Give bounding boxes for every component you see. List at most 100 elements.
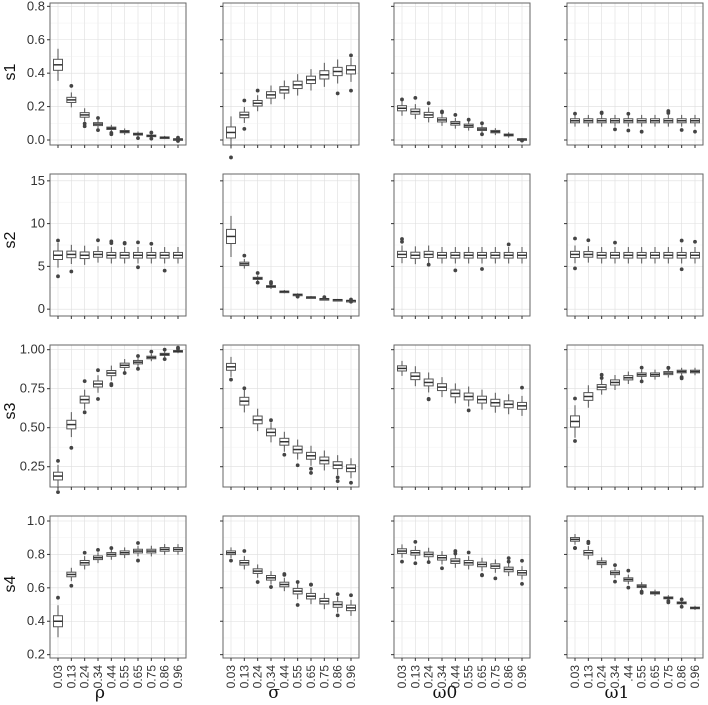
outlier-point (639, 379, 644, 384)
outlier-point (666, 365, 671, 370)
box (623, 247, 634, 264)
box (397, 237, 407, 264)
box (610, 374, 620, 390)
box (66, 567, 77, 588)
outlier-point (335, 479, 340, 483)
outlier-point (255, 580, 260, 584)
y-tick-label: 1.00 (20, 342, 45, 357)
outlier-point (96, 128, 100, 133)
box (450, 549, 461, 568)
outlier-point (242, 98, 247, 103)
x-tick-label: 0.24 (595, 665, 609, 689)
box (596, 247, 607, 264)
x-tick-label: 0.44 (277, 665, 291, 689)
x-tick-label: 0.03 (224, 665, 238, 689)
box (266, 571, 276, 589)
box (106, 124, 117, 137)
outlier-point (413, 539, 418, 544)
outlier-point (679, 238, 684, 243)
outlier-point (520, 138, 524, 143)
panel-background (394, 3, 530, 145)
outlier-point (82, 550, 87, 555)
outlier-point (626, 568, 631, 573)
panel (564, 344, 704, 490)
box (450, 247, 461, 273)
box (676, 367, 687, 381)
box (106, 365, 117, 388)
box (173, 345, 183, 354)
column-label: ω1 (605, 683, 630, 703)
box (66, 412, 77, 450)
box (159, 247, 170, 273)
panel: 0.0 0.2 0.4 0.6 0.8 (27, 0, 187, 148)
box (146, 241, 157, 264)
box (239, 386, 250, 413)
outlier-point (282, 572, 287, 576)
box (463, 550, 474, 570)
panel (391, 2, 531, 148)
x-tick-label: 0.65 (304, 665, 318, 689)
x-tick-label: 0.24 (422, 665, 436, 689)
outlier-point (242, 126, 247, 131)
x-tick-label: .44 (621, 665, 635, 682)
box (252, 271, 263, 285)
y-tick-label: 0.25 (20, 459, 45, 474)
x-tick-label: 0.75 (144, 665, 158, 689)
outlier-point (69, 583, 74, 588)
outlier-point (335, 613, 340, 618)
panel-border (222, 344, 360, 488)
panel-border (393, 344, 531, 488)
y-tick-label: 0.8 (27, 546, 45, 561)
box (477, 247, 487, 271)
box (159, 544, 170, 555)
box (226, 215, 236, 257)
box (450, 113, 461, 129)
outlier-point (82, 121, 87, 126)
outlier-point (242, 549, 247, 553)
box (636, 365, 647, 384)
panel (391, 344, 531, 490)
x-tick-label: 0.75 (488, 665, 502, 689)
outlier-point (599, 376, 604, 380)
box (292, 580, 303, 607)
box (610, 114, 620, 132)
y-tick-label: 5 (38, 258, 45, 273)
outlier-point (162, 268, 167, 273)
outlier-point (613, 563, 617, 568)
outlier-point (440, 110, 444, 115)
outlier-point (493, 576, 498, 581)
outlier-point (229, 155, 233, 160)
box (306, 582, 316, 605)
outlier-point (480, 267, 484, 271)
panel-border (566, 344, 704, 488)
x-tick-label: 0.96 (515, 665, 529, 689)
outlier-point (693, 239, 697, 244)
outlier-point (466, 408, 471, 413)
box (463, 386, 474, 413)
outlier-point (639, 590, 644, 595)
box (93, 547, 103, 564)
box (623, 371, 634, 385)
box (239, 253, 250, 269)
outlier-point (176, 135, 180, 140)
box (397, 544, 407, 564)
outlier-point (69, 84, 74, 88)
outlier-point (679, 376, 684, 381)
panel: 0.03 0.13 0.24 0.34.44 0.55 0.65 0.75 0.86 0.96 (564, 515, 704, 689)
outlier-point (349, 88, 353, 93)
outlier-point (136, 354, 140, 358)
outlier-point (269, 585, 273, 589)
outlier-point (480, 121, 484, 126)
outlier-point (136, 366, 140, 371)
y-tick-label: 0.4 (27, 613, 45, 628)
box (583, 539, 594, 560)
box (346, 458, 356, 485)
box (106, 239, 117, 264)
outlier-point (679, 128, 684, 132)
panel-background (50, 345, 186, 487)
row-label: s4 (2, 575, 19, 592)
outlier-point (400, 237, 404, 241)
box (610, 563, 620, 584)
box (226, 547, 236, 563)
panel-background (567, 516, 703, 658)
